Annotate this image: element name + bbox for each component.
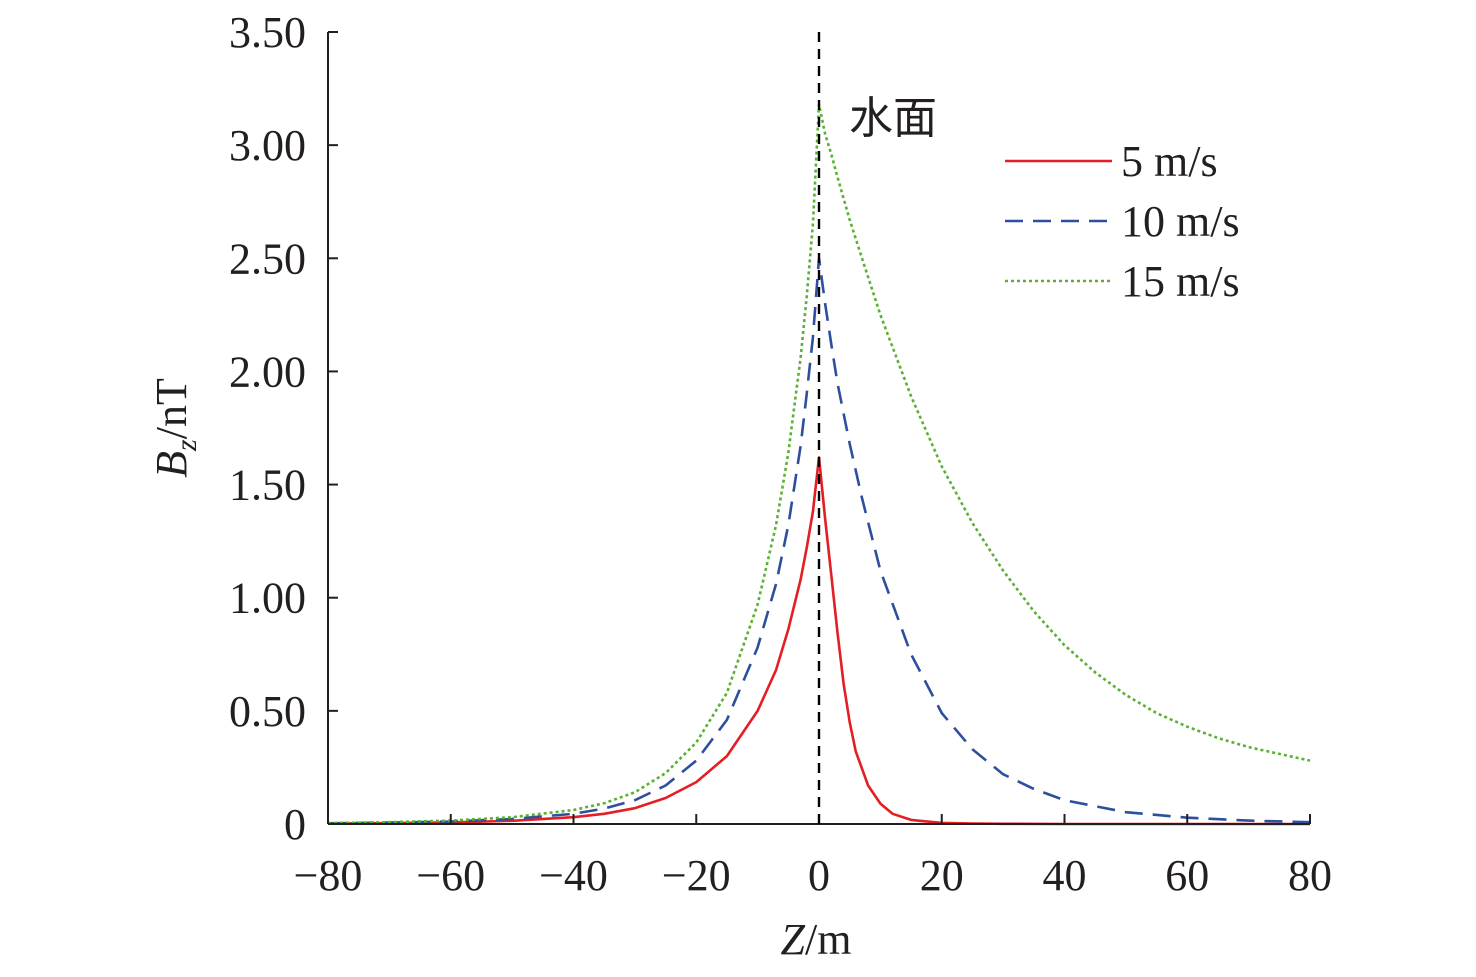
y-tick-label: 0 bbox=[284, 800, 306, 849]
y-tick-label: 2.50 bbox=[229, 234, 306, 283]
legend-label-3: 15 m/s bbox=[1121, 257, 1240, 306]
x-tick-label: 0 bbox=[808, 851, 830, 900]
axes-layer: 0 0.50 1.00 1.50 2.00 2.50 3.00 3.50 −80 −60 −40 −2… bbox=[229, 8, 1332, 900]
y-tick-label: 0.50 bbox=[229, 687, 306, 736]
water-surface-label: 水面 bbox=[849, 94, 937, 143]
y-tick-label: 3.00 bbox=[229, 121, 306, 170]
x-tick-label: −40 bbox=[539, 851, 608, 900]
legend-label-1: 5 m/s bbox=[1121, 137, 1218, 186]
reference-layer: 水面 bbox=[817, 32, 937, 824]
x-axis-title: Z/m bbox=[781, 915, 852, 964]
legend: 5 m/s 10 m/s 15 m/s bbox=[1005, 137, 1240, 306]
legend-label-2: 10 m/s bbox=[1121, 197, 1240, 246]
y-axis-title: Bz/nT bbox=[147, 378, 203, 478]
y-tick-label: 1.00 bbox=[229, 574, 306, 623]
x-tick-label: 80 bbox=[1288, 851, 1332, 900]
x-tick-label: 20 bbox=[920, 851, 964, 900]
x-tick-label: 60 bbox=[1165, 851, 1209, 900]
y-tick-label: 2.00 bbox=[229, 347, 306, 396]
x-tick-label: −60 bbox=[416, 851, 485, 900]
x-tick-label: −80 bbox=[294, 851, 363, 900]
x-tick-label: −20 bbox=[662, 851, 731, 900]
axis-labels: Z/m Bz/nT bbox=[147, 378, 851, 964]
x-tick-label: 40 bbox=[1043, 851, 1087, 900]
y-tick-label: 3.50 bbox=[229, 8, 306, 57]
y-tick-label: 1.50 bbox=[229, 461, 306, 510]
